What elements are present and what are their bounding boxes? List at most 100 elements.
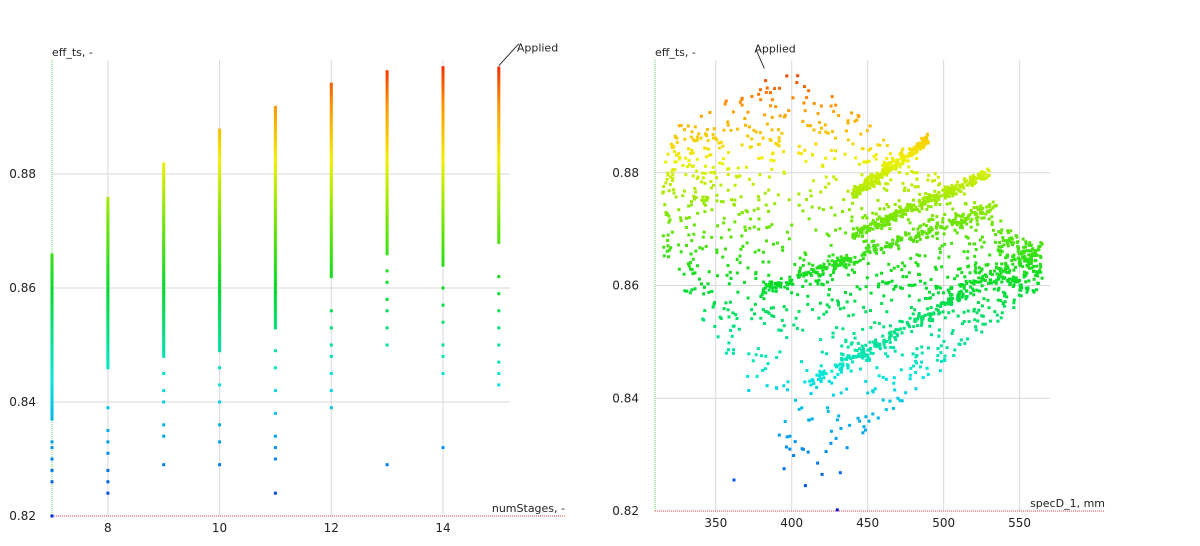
data-point	[690, 200, 693, 204]
data-point	[162, 165, 166, 169]
data-point	[106, 209, 110, 213]
data-point	[752, 208, 756, 212]
data-point	[862, 350, 866, 354]
data-point	[845, 363, 849, 367]
data-point	[1017, 252, 1021, 256]
data-point	[721, 255, 725, 259]
data-point	[977, 276, 981, 280]
data-point	[162, 198, 166, 202]
data-point	[881, 280, 885, 284]
data-point	[218, 177, 222, 181]
data-point	[925, 196, 929, 199]
data-point	[679, 216, 683, 220]
data-point	[747, 352, 751, 356]
data-point	[980, 284, 984, 288]
data-point	[939, 194, 943, 198]
data-point	[999, 271, 1003, 275]
data-point	[497, 372, 501, 375]
data-point	[701, 176, 705, 180]
data-point	[852, 190, 856, 194]
data-point	[773, 285, 777, 289]
data-point	[106, 307, 110, 311]
data-point	[857, 347, 861, 351]
data-point	[869, 291, 873, 295]
data-point	[951, 191, 955, 195]
data-point	[441, 127, 445, 131]
data-point	[767, 311, 771, 315]
data-point	[974, 266, 978, 270]
data-point	[973, 318, 977, 322]
data-point	[836, 373, 840, 376]
data-point	[809, 124, 812, 128]
data-point	[106, 225, 110, 229]
data-point	[273, 249, 277, 253]
data-point	[941, 188, 945, 192]
data-point	[162, 267, 166, 271]
data-point	[690, 148, 694, 152]
data-point	[441, 171, 445, 175]
data-point	[218, 149, 222, 153]
data-point	[497, 207, 501, 211]
data-point	[995, 262, 998, 266]
data-point	[914, 359, 918, 363]
data-point	[915, 177, 919, 181]
data-point	[218, 169, 222, 173]
data-point	[876, 243, 880, 247]
data-point	[808, 379, 812, 383]
data-point	[830, 259, 834, 263]
data-point	[218, 333, 222, 337]
data-point	[162, 247, 166, 251]
data-point	[732, 478, 736, 482]
data-point	[875, 181, 879, 185]
data-point	[764, 291, 768, 295]
data-point	[965, 183, 969, 187]
data-point	[218, 285, 222, 289]
data-point	[715, 176, 718, 180]
data-point	[106, 491, 110, 495]
data-point	[385, 177, 389, 181]
data-point	[936, 354, 940, 358]
data-point	[1000, 250, 1004, 254]
data-point	[1018, 263, 1022, 267]
data-point	[701, 247, 705, 251]
data-point	[900, 215, 904, 219]
data-point	[856, 260, 860, 264]
data-point	[824, 175, 828, 179]
data-point	[993, 310, 997, 314]
data-point	[162, 344, 166, 348]
data-point	[899, 162, 903, 166]
data-point	[972, 206, 976, 210]
data-point	[707, 290, 711, 294]
data-point	[329, 231, 333, 235]
data-point	[909, 236, 913, 240]
data-point	[106, 335, 110, 339]
data-point	[711, 133, 715, 137]
data-point	[775, 241, 779, 245]
data-point	[850, 341, 854, 345]
data-point	[329, 309, 333, 313]
data-point	[50, 389, 54, 393]
data-point	[50, 291, 54, 295]
data-point	[883, 172, 887, 176]
data-point	[860, 344, 864, 348]
data-point	[106, 343, 110, 347]
data-point	[869, 309, 872, 313]
data-point	[869, 147, 873, 151]
data-point	[835, 365, 838, 369]
data-point	[273, 187, 277, 191]
data-point	[889, 269, 893, 272]
data-point	[834, 103, 838, 107]
data-point	[497, 105, 501, 108]
data-point	[958, 189, 961, 193]
data-point	[831, 331, 835, 335]
data-point	[990, 273, 994, 276]
data-point	[902, 155, 906, 159]
x-tick-label: 8	[104, 521, 112, 535]
data-point	[788, 447, 792, 451]
data-point	[838, 227, 842, 231]
data-point	[717, 141, 721, 145]
data-point	[329, 103, 333, 107]
data-point	[106, 222, 110, 226]
data-point	[441, 68, 445, 72]
data-point	[329, 141, 333, 145]
